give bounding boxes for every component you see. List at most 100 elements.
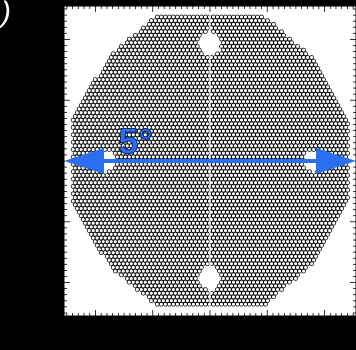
data-point: [259, 14, 264, 20]
data-point: [323, 80, 328, 86]
data-point: [339, 206, 344, 211]
data-point: [339, 110, 344, 115]
data-point: [333, 217, 338, 222]
data-point: [265, 298, 270, 303]
data-point: [327, 88, 332, 93]
data-point: [303, 51, 308, 57]
data-point: [343, 198, 348, 204]
data-point: [279, 29, 284, 34]
data-point: [197, 283, 202, 289]
data-point: [281, 33, 286, 38]
x-axis-label: Right Ascension (degrees): [151, 336, 268, 347]
data-point: [323, 235, 328, 241]
data-point: [343, 184, 348, 189]
figure-mark: ): [0, 0, 11, 29]
data-point: [197, 33, 202, 38]
annotations: 5°: [64, 120, 356, 174]
data-point: [271, 294, 276, 300]
data-point: [321, 239, 326, 244]
data-point: [327, 228, 332, 233]
data-point: [281, 283, 286, 289]
arrow-head-right: [316, 148, 356, 174]
data-point: [343, 176, 348, 182]
data-point: [329, 91, 334, 97]
data-point: [307, 169, 312, 174]
data-point: [345, 136, 350, 141]
scale-annotation-label: 5°: [118, 121, 152, 162]
y-tick-label: −2: [47, 278, 59, 289]
data-point: [337, 209, 342, 215]
data-point: [325, 84, 330, 90]
data-point: [195, 44, 200, 49]
data-point: [301, 150, 306, 156]
data-point: [273, 290, 278, 296]
data-point: [197, 268, 202, 274]
data-point: [319, 243, 324, 248]
data-point: [341, 202, 346, 208]
data-point: [197, 47, 202, 53]
x-tick-label: −1: [147, 321, 159, 332]
data-point: [315, 250, 320, 256]
data-point: [309, 55, 314, 60]
data-point: [309, 261, 314, 267]
x-tick-label: 1: [264, 321, 270, 332]
data-point: [317, 69, 322, 75]
data-point: [193, 40, 198, 45]
data-point: [345, 128, 350, 134]
data-point: [293, 276, 298, 281]
data-point: [193, 276, 198, 281]
x-tick-label: −2: [90, 321, 102, 332]
data-point: [295, 44, 300, 49]
data-point: [299, 154, 304, 160]
data-point: [345, 121, 350, 127]
focal-plane-points: [70, 13, 350, 309]
data-point: [331, 220, 336, 226]
y-tick-label: 2: [52, 35, 58, 46]
data-point: [301, 165, 306, 171]
data-point: [319, 73, 324, 79]
data-point: [263, 302, 268, 307]
data-point: [345, 195, 350, 200]
data-point: [345, 165, 350, 171]
data-point: [333, 99, 338, 104]
data-point: [341, 114, 346, 119]
data-point: [313, 62, 318, 68]
data-point: [345, 180, 350, 185]
data-point: [279, 287, 284, 292]
y-tick-label: 1: [52, 96, 58, 107]
data-point: [311, 257, 316, 263]
data-point: [345, 143, 350, 149]
data-point: [343, 139, 348, 145]
data-point: [343, 125, 348, 130]
data-point: [317, 246, 322, 252]
data-point: [271, 21, 276, 27]
data-point: [311, 58, 316, 64]
data-point: [345, 187, 350, 193]
data-point: [301, 268, 306, 274]
data-point: [199, 51, 204, 57]
y-tick-label: −1: [47, 217, 59, 228]
data-point: [343, 169, 348, 174]
data-point: [335, 213, 340, 219]
arrow-head-left: [64, 148, 104, 174]
data-point: [343, 117, 348, 123]
x-tick-label: 2: [322, 321, 328, 332]
data-point: [343, 132, 348, 138]
data-point: [203, 287, 208, 292]
data-point: [315, 66, 320, 71]
data-point: [313, 254, 318, 259]
data-point: [343, 191, 348, 197]
data-point: [289, 40, 294, 45]
x-tick-label: 0: [207, 321, 213, 332]
data-point: [195, 36, 200, 42]
data-point: [195, 279, 200, 285]
data-point: [287, 279, 292, 285]
data-point: [203, 29, 208, 34]
data-point: [329, 224, 334, 230]
data-point: [287, 36, 292, 42]
y-axis-label: Declination (degrees): [5, 113, 16, 208]
data-point: [343, 147, 348, 152]
data-point: [301, 47, 306, 53]
data-point: [295, 272, 300, 278]
